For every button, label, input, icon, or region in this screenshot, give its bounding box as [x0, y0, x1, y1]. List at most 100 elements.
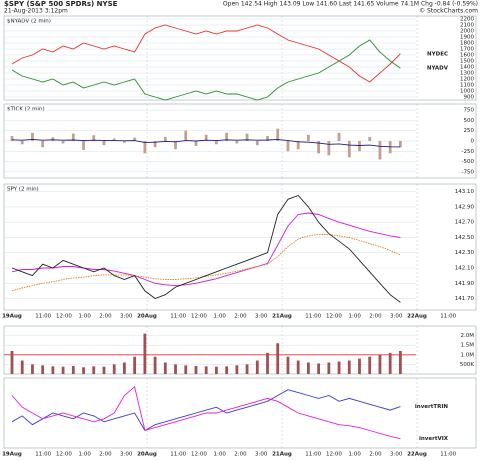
x-tick-label: 1:00 — [349, 314, 362, 320]
y-tick-label: 2200 — [460, 17, 474, 23]
bar — [337, 132, 341, 141]
x-tick-label: 19Aug — [2, 314, 22, 320]
bar — [71, 133, 75, 141]
bar — [133, 356, 137, 374]
bar — [266, 136, 269, 141]
x-tick-label: 3:00 — [390, 314, 403, 320]
bar — [143, 333, 147, 374]
y-tick-label: 142.70 — [455, 220, 475, 226]
y-tick-label: -250 — [462, 149, 475, 155]
bar — [245, 364, 249, 374]
bar — [215, 141, 218, 145]
bar — [245, 133, 249, 141]
x-tick-label: 11:00 — [440, 452, 456, 458]
y-tick-label: 500K — [460, 362, 474, 368]
x-tick-label: 19Aug — [2, 452, 22, 458]
legend-entry: NYADV — [427, 66, 449, 72]
x-tick-label: 3:00 — [255, 452, 268, 458]
x-tick-label: 2:00 — [369, 452, 382, 458]
bar — [235, 365, 239, 374]
bar — [123, 362, 126, 374]
panel-label: $TICK (2 min) — [7, 107, 45, 113]
x-tick-label: 3:00 — [120, 314, 133, 320]
bar — [358, 141, 361, 152]
y-tick-label: 250 — [464, 128, 475, 134]
panel-frame — [3, 325, 477, 375]
bar — [255, 360, 259, 374]
bar — [112, 364, 116, 374]
x-tick-label: 22Aug — [407, 314, 427, 320]
bar — [143, 141, 147, 154]
x-tick-label: 11:00 — [170, 452, 186, 458]
bar — [327, 141, 331, 156]
bar — [255, 141, 259, 146]
y-tick-label: 1800 — [460, 41, 474, 47]
y-tick-label: 142.90 — [455, 204, 475, 210]
x-tick-label: 22Aug — [407, 452, 427, 458]
y-tick-label: 0 — [471, 139, 475, 145]
bar — [31, 364, 34, 374]
bar — [317, 363, 321, 374]
bar — [347, 141, 351, 158]
bar — [306, 362, 310, 374]
y-tick-label: -500 — [462, 159, 475, 165]
x-tick-label: 3:00 — [255, 314, 268, 320]
x-tick-label: 2:00 — [99, 452, 112, 458]
x-tick-label: 1:00 — [214, 452, 227, 458]
series-line — [11, 233, 401, 292]
bar — [102, 141, 106, 146]
panel-frame — [3, 15, 477, 101]
panel-frame — [3, 183, 477, 311]
bar — [82, 367, 85, 374]
panel-label: SPY (2 min) — [7, 187, 39, 193]
x-tick-label: 11:00 — [35, 452, 51, 458]
bar — [51, 137, 55, 141]
bar — [378, 141, 382, 160]
bar — [388, 352, 392, 374]
legend-entry: invertVIX — [419, 436, 449, 442]
bar — [235, 141, 239, 144]
bar — [286, 356, 290, 374]
y-tick-label: 1200 — [460, 77, 474, 83]
x-tick-label: 2:00 — [369, 314, 382, 320]
x-tick-label: 20Aug — [137, 452, 157, 458]
y-tick-label: 1500 — [460, 59, 474, 65]
bar — [225, 132, 229, 141]
bar — [92, 366, 96, 374]
x-tick-label: 3:00 — [390, 452, 403, 458]
x-tick-label: 2:00 — [234, 452, 247, 458]
bar — [194, 141, 198, 146]
bar — [347, 360, 351, 374]
x-tick-label: 12:00 — [191, 452, 207, 458]
bar — [41, 365, 45, 374]
legend-entry: NYDEC — [427, 51, 448, 57]
panel-frame — [3, 377, 477, 449]
series-line — [11, 138, 401, 148]
y-tick-label: 1100 — [460, 83, 474, 89]
bar — [296, 360, 300, 374]
y-tick-label: 141.70 — [455, 296, 475, 302]
bar — [368, 136, 372, 141]
x-tick-label: 21Aug — [272, 314, 292, 320]
bar — [31, 132, 34, 141]
x-tick-label: 1:00 — [349, 452, 362, 458]
bar — [20, 360, 24, 374]
x-tick-label: 11:00 — [440, 314, 456, 320]
x-tick-label: 2:00 — [234, 314, 247, 320]
y-tick-label: -750 — [462, 169, 475, 175]
x-tick-label: 11:00 — [305, 452, 321, 458]
bar — [398, 141, 402, 147]
bar — [306, 134, 310, 141]
y-tick-label: 900 — [464, 95, 475, 101]
bar — [92, 135, 96, 141]
y-tick-label: 142.30 — [455, 250, 475, 256]
bar — [10, 136, 14, 141]
x-tick-label: 11:00 — [35, 314, 51, 320]
bar — [174, 141, 177, 150]
y-tick-label: 1700 — [460, 47, 474, 53]
x-tick-label: 3:00 — [120, 452, 133, 458]
x-tick-label: 12:00 — [326, 314, 342, 320]
series-line — [11, 389, 401, 432]
x-tick-label: 20Aug — [137, 314, 157, 320]
chart-title: $SPY (S&P 500 SPDRs) NYSE — [4, 0, 118, 8]
